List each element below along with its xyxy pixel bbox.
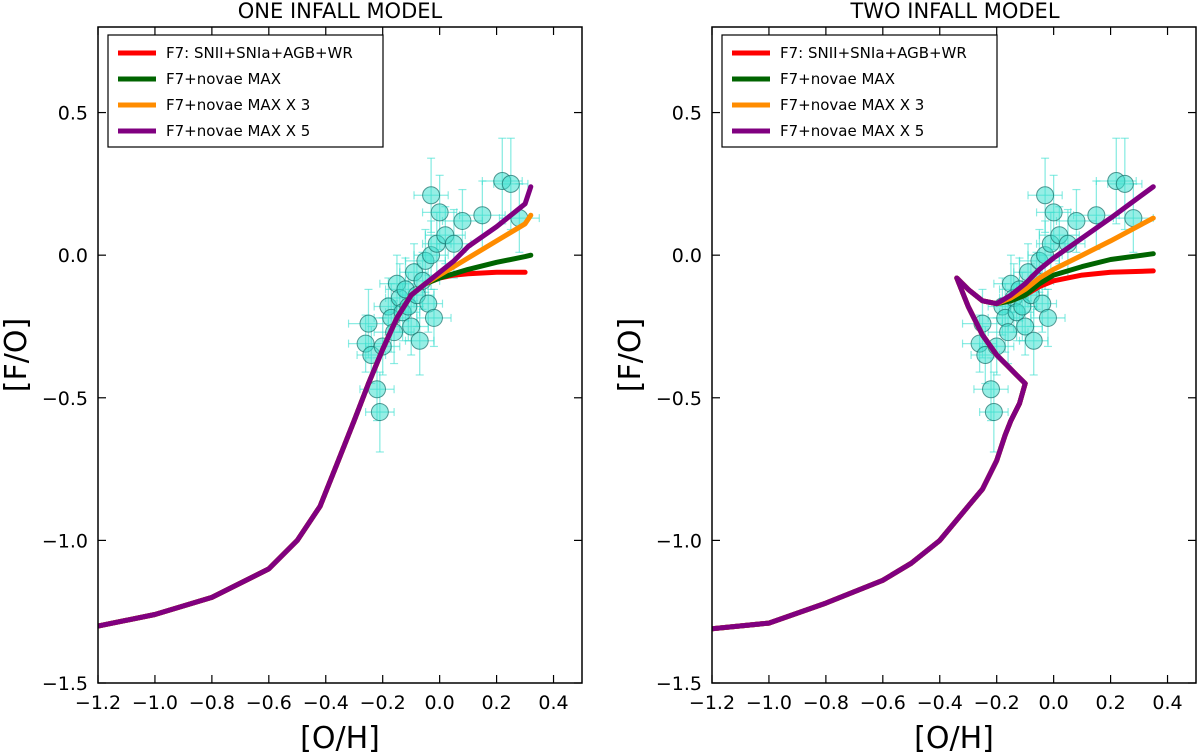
plot-area [98, 137, 540, 629]
observation-point [453, 211, 472, 230]
x-tick-label: −0.4 [303, 692, 349, 714]
x-tick-label: −0.2 [360, 692, 406, 714]
x-tick-label: −1.2 [75, 692, 121, 714]
observation-points [347, 137, 540, 453]
y-tick-label: −1.5 [656, 673, 702, 695]
y-axis-label: [F/O] [613, 318, 648, 392]
plot-area [712, 137, 1156, 632]
legend-label: F7+novae MAX X 5 [780, 122, 924, 140]
series-line-novae-max-x5 [98, 184, 534, 629]
y-tick-label: 0.0 [58, 245, 88, 267]
y-tick-label: −1.0 [656, 530, 702, 552]
axes-frame [711, 26, 1197, 684]
panel-title: TWO INFALL MODEL [849, 0, 1059, 23]
series-line-novae-max-x3 [98, 212, 534, 629]
series-line-novae-max-x5 [712, 184, 1156, 632]
panel-one-infall: ONE INFALL MODEL −1.2 −1.0 −0.8 −0.6 −0.4 −0.… [0, 0, 583, 755]
y-axis-label: [F/O] [0, 318, 34, 392]
observation-point [1036, 186, 1055, 205]
x-tick-label: −0.8 [189, 692, 235, 714]
observation-point [402, 317, 421, 336]
observation-point [473, 206, 492, 225]
x-tick-label: 0.4 [1152, 692, 1182, 714]
observation-point [1115, 174, 1134, 193]
axes-frame [97, 26, 583, 684]
x-tick-label: 0.4 [538, 692, 568, 714]
y-tick-label: −0.5 [42, 388, 88, 410]
x-tick-label: 0.2 [1095, 692, 1125, 714]
observation-point [370, 403, 389, 422]
x-tick-label: −1.0 [132, 692, 178, 714]
x-tick-label: −0.8 [803, 692, 849, 714]
legend-label: F7+novae MAX [166, 70, 281, 88]
x-tick-label: −0.6 [860, 692, 906, 714]
observation-point [430, 203, 449, 222]
observation-point [999, 323, 1018, 342]
observation-point [424, 308, 443, 327]
observation-point [410, 331, 429, 350]
x-tick-label: −1.0 [746, 692, 792, 714]
y-tick-label: 0.0 [672, 245, 702, 267]
legend-label: F7: SNII+SNIa+AGB+WR [166, 44, 353, 62]
legend-label: F7+novae MAX X 3 [780, 96, 924, 114]
observation-point [444, 234, 463, 253]
x-tick-label: 0.0 [1039, 692, 1069, 714]
x-tick-label: −0.4 [917, 692, 963, 714]
observation-point [1038, 308, 1057, 327]
legend: F7: SNII+SNIa+AGB+WR F7+novae MAX F7+novae… [721, 34, 998, 148]
y-tick-label: 0.5 [672, 103, 702, 125]
y-tick-label: −0.5 [656, 388, 702, 410]
x-tick-label: −0.2 [974, 692, 1020, 714]
observation-point [422, 186, 441, 205]
y-tick-label: 0.5 [58, 103, 88, 125]
series-line-novae-max-x3 [712, 215, 1156, 632]
legend-label: F7+novae MAX X 5 [166, 122, 310, 140]
observation-point [501, 174, 520, 193]
series-line-novae-max [712, 251, 1156, 632]
x-tick-label: 0.2 [481, 692, 511, 714]
observation-point [1044, 203, 1063, 222]
observation-point [359, 314, 378, 333]
series-line-f7-baseline [712, 268, 1156, 632]
observation-point [1087, 206, 1106, 225]
legend-label: F7+novae MAX X 3 [166, 96, 310, 114]
observation-point [1067, 211, 1086, 230]
observation-points [961, 137, 1154, 453]
observation-point [1016, 317, 1035, 336]
y-tick-label: −1.0 [42, 530, 88, 552]
series-line-novae-max [98, 252, 534, 629]
legend-label: F7: SNII+SNIa+AGB+WR [780, 44, 967, 62]
x-axis-label: [O/H] [914, 721, 994, 755]
x-tick-label: −1.2 [689, 692, 735, 714]
panel-two-infall: TWO INFALL MODEL −1.2 −1.0 −0.8 −0.6 −0.4 −0.… [613, 0, 1197, 755]
observation-point [984, 403, 1003, 422]
panel-title: ONE INFALL MODEL [238, 0, 443, 23]
x-tick-label: 0.0 [425, 692, 455, 714]
observation-point [982, 380, 1001, 399]
legend: F7: SNII+SNIa+AGB+WR F7+novae MAX F7+novae… [107, 34, 384, 148]
x-tick-label: −0.6 [246, 692, 292, 714]
observation-point [1024, 331, 1043, 350]
series-line-f7-baseline [98, 269, 528, 629]
x-axis-label: [O/H] [300, 721, 380, 755]
y-tick-label: −1.5 [42, 673, 88, 695]
legend-label: F7+novae MAX [780, 70, 895, 88]
